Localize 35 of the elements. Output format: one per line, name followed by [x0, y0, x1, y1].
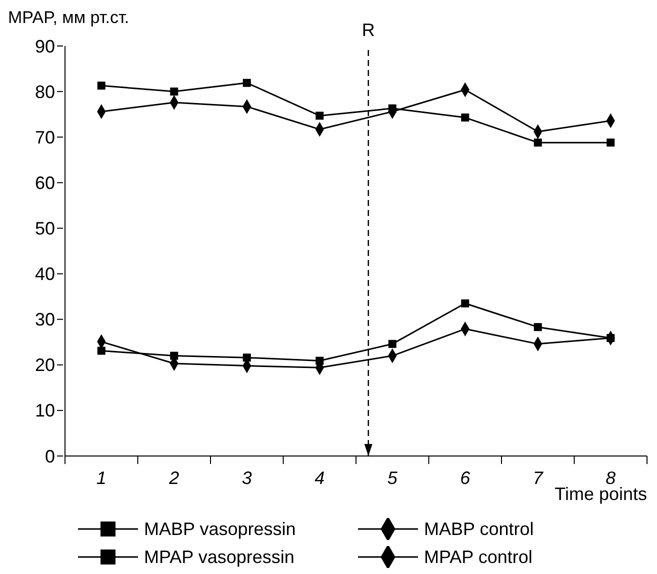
x-tick-label: 3: [242, 468, 252, 488]
point: [606, 138, 615, 147]
legend-label: MABP vasopressin: [144, 518, 296, 540]
x-tick-label: 4: [314, 468, 325, 488]
y-tick-label: 40: [34, 264, 55, 284]
y-tick-label: 0: [44, 446, 55, 466]
point: [461, 299, 470, 308]
point: [461, 114, 470, 122]
y-tick-label: 60: [34, 172, 55, 193]
legend-label: MABP control: [424, 518, 534, 540]
point: [242, 354, 251, 362]
y-tick-label: 20: [34, 355, 55, 376]
point: [242, 78, 251, 87]
y-tick-label: 50: [34, 218, 55, 239]
legend-label: MPAP vasopressin: [144, 546, 294, 568]
point: [534, 138, 542, 147]
point: [534, 323, 542, 332]
x-tick-label: 5: [387, 468, 398, 488]
point: [388, 340, 396, 348]
point: [316, 112, 324, 120]
y-axis-title: MPAP, мм рт.ст.: [8, 8, 130, 28]
x-tick-label: 7: [532, 468, 544, 488]
point: [97, 82, 106, 90]
x-tick-label: 6: [460, 468, 472, 488]
y-tick-label: 70: [34, 127, 55, 148]
legend-label: MPAP control: [424, 546, 532, 568]
point: [97, 346, 106, 355]
x-tick-label: 2: [168, 468, 180, 488]
x-tick-label: 1: [96, 468, 106, 488]
y-tick-label: 10: [34, 400, 55, 421]
point: [170, 88, 178, 96]
ref-line-label: R: [362, 20, 375, 40]
y-tick-label: 80: [34, 82, 55, 102]
y-tick-label: 90: [34, 36, 55, 56]
y-tick-label: 30: [34, 310, 55, 330]
